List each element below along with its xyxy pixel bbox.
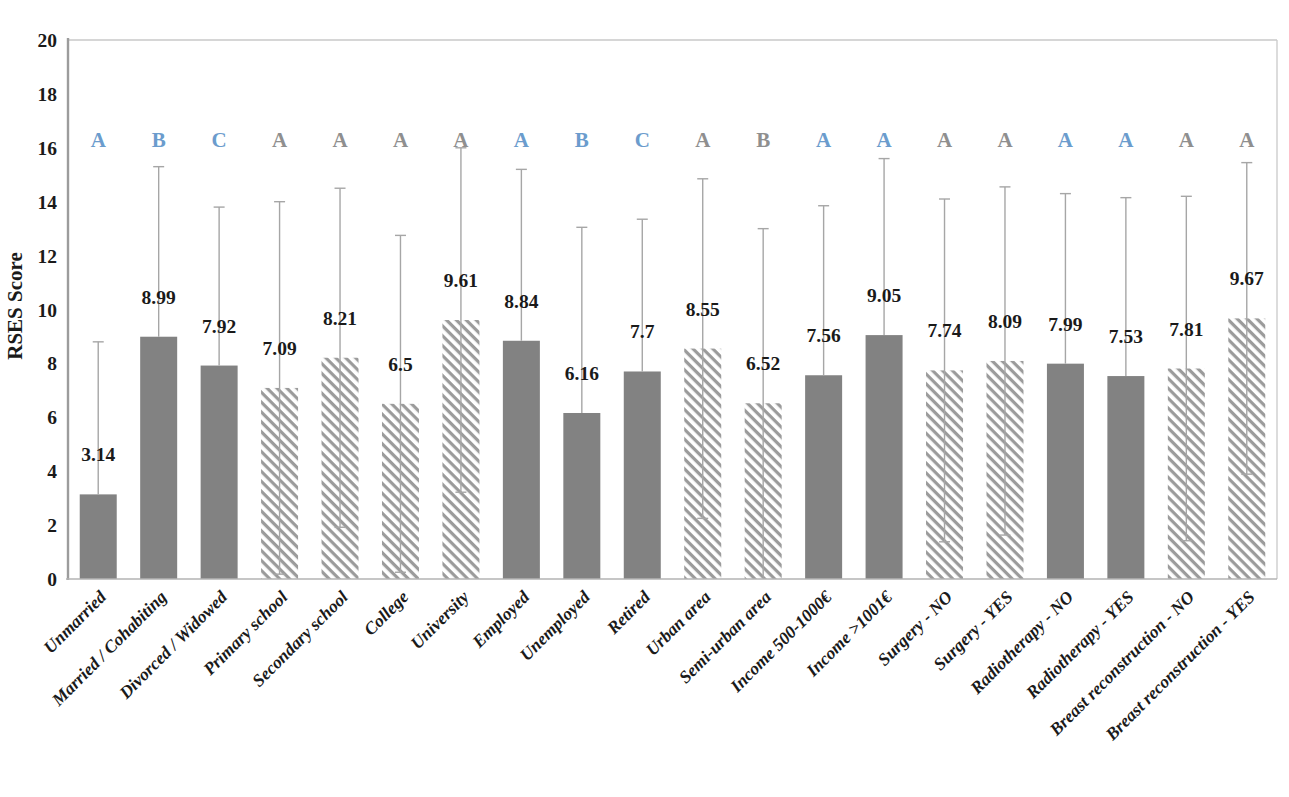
bar <box>563 413 600 579</box>
error-bar <box>214 207 225 365</box>
y-tick-label: 10 <box>38 300 58 321</box>
significance-letter: A <box>695 128 711 152</box>
error-bar <box>879 159 890 336</box>
value-label: 7.92 <box>202 316 236 337</box>
value-label: 7.81 <box>1169 319 1203 340</box>
value-label: 7.09 <box>263 338 297 359</box>
value-label: 7.53 <box>1109 326 1143 347</box>
y-tick-label: 18 <box>38 84 58 105</box>
significance-letter: A <box>816 128 832 152</box>
error-bar <box>1060 194 1071 364</box>
chart-canvas: 02468101214161820RSES Score3.14AUnmarrie… <box>0 0 1289 797</box>
value-label: 7.7 <box>630 321 655 342</box>
value-label: 9.67 <box>1230 268 1264 289</box>
error-bar <box>516 169 527 340</box>
bar <box>140 337 177 579</box>
error-bar <box>576 227 587 413</box>
significance-letter: A <box>332 128 348 152</box>
value-label: 7.99 <box>1048 314 1082 335</box>
value-label: 8.09 <box>988 311 1022 332</box>
category-label: Radiotherapy - YES <box>1021 587 1137 703</box>
significance-letter: A <box>91 128 107 152</box>
category-label: College <box>360 587 413 640</box>
value-label: 3.14 <box>81 444 115 465</box>
error-bar <box>818 206 829 376</box>
significance-letter: A <box>1239 128 1255 152</box>
y-axis-ticks: 0 2 4 6 8 10 12 14 16 18 20 <box>38 30 58 590</box>
bar <box>1047 364 1084 579</box>
error-bar <box>1120 198 1131 376</box>
category-label: Radiotherapy - NO <box>965 586 1077 698</box>
value-label: 7.56 <box>807 325 841 346</box>
y-tick-label: 0 <box>47 569 57 590</box>
error-bar <box>153 167 164 337</box>
bar <box>1107 376 1144 579</box>
significance-letter: B <box>756 128 770 152</box>
significance-letter: A <box>1058 128 1074 152</box>
significance-letter: A <box>1118 128 1134 152</box>
bar <box>624 371 661 579</box>
category-label: Income 500-1000€ <box>725 586 836 697</box>
y-tick-label: 14 <box>38 192 58 213</box>
y-tick-label: 20 <box>38 30 58 51</box>
value-label: 8.99 <box>142 287 176 308</box>
value-label: 8.21 <box>323 308 357 329</box>
value-label: 8.84 <box>504 291 538 312</box>
y-tick-label: 2 <box>47 515 57 536</box>
y-tick-label: 16 <box>38 138 58 159</box>
bar <box>201 366 238 579</box>
category-label: Retired <box>602 587 654 639</box>
value-label: 6.16 <box>565 363 599 384</box>
category-label: University <box>406 587 473 654</box>
significance-letter: A <box>1179 128 1195 152</box>
significance-letter: B <box>152 128 166 152</box>
significance-letter: A <box>997 128 1013 152</box>
rses-bar-chart: 02468101214161820RSES Score3.14AUnmarrie… <box>0 0 1289 797</box>
value-label: 6.52 <box>746 353 780 374</box>
significance-letter: A <box>876 128 892 152</box>
significance-letter: A <box>393 128 409 152</box>
y-tick-label: 12 <box>38 246 58 267</box>
bar <box>503 341 540 579</box>
bar <box>866 335 903 579</box>
significance-letter: C <box>635 128 650 152</box>
value-label: 8.55 <box>686 299 720 320</box>
significance-letter: A <box>514 128 530 152</box>
value-label: 9.61 <box>444 270 478 291</box>
bar <box>80 494 117 579</box>
category-label: Divorced / Widowed <box>114 587 231 704</box>
y-tick-label: 8 <box>47 353 57 374</box>
error-bar <box>93 342 104 495</box>
significance-letter: C <box>212 128 227 152</box>
y-tick-label: 6 <box>47 407 57 428</box>
value-label: 6.5 <box>388 354 413 375</box>
significance-letter: A <box>453 128 469 152</box>
significance-letter: B <box>575 128 589 152</box>
value-label: 7.74 <box>927 320 961 341</box>
y-tick-label: 4 <box>47 461 57 482</box>
error-bar <box>637 219 648 371</box>
y-axis-title: RSES Score <box>3 252 27 360</box>
category-label: Married / Cohabiting <box>47 587 171 711</box>
bar <box>805 375 842 579</box>
value-label: 9.05 <box>867 285 901 306</box>
significance-letter: A <box>272 128 288 152</box>
significance-letter: A <box>937 128 953 152</box>
